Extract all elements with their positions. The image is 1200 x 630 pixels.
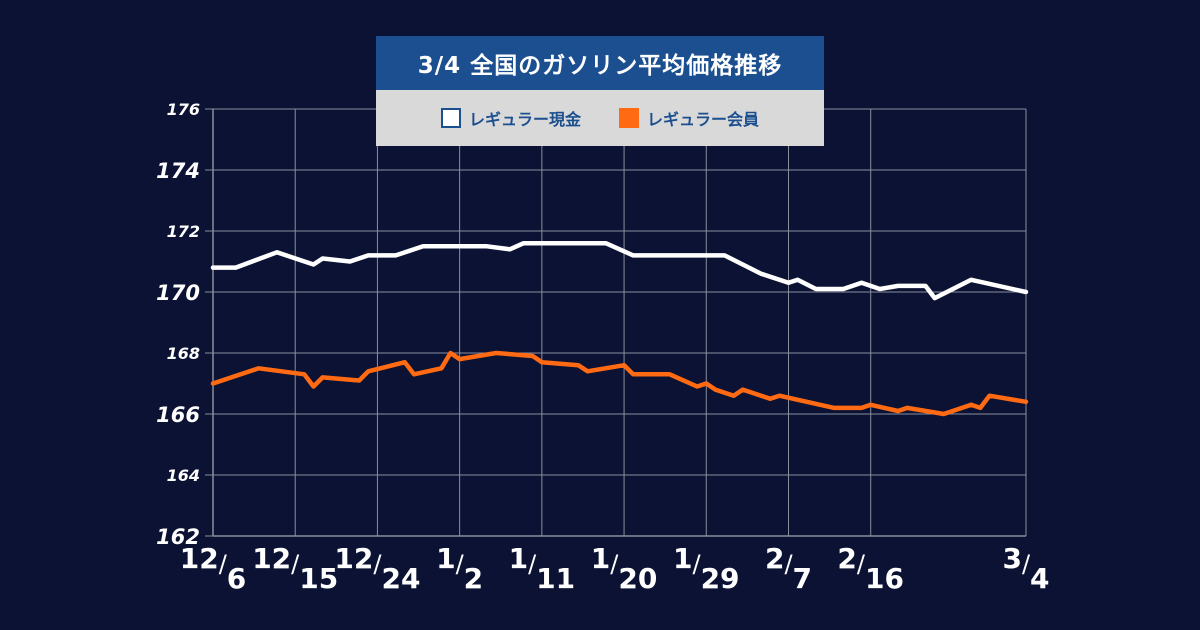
y-tick-label: 162 [156, 525, 200, 549]
y-tick-label: 170 [156, 281, 200, 305]
x-tick-month: 1 [509, 542, 528, 575]
x-tick-month: 1 [673, 542, 692, 575]
y-tick-label: 168 [167, 344, 200, 363]
x-tick-day: 29 [701, 562, 740, 595]
y-tick-label: 166 [156, 403, 200, 427]
x-tick-separator: / [857, 550, 866, 578]
x-tick-separator: / [528, 550, 537, 578]
x-tick-separator: / [784, 550, 793, 578]
series-lines [210, 240, 1029, 417]
x-tick-month: 2 [765, 542, 784, 575]
x-tick-separator: / [692, 550, 701, 578]
x-tick-month: 1 [436, 542, 455, 575]
x-tick-month: 12 [252, 542, 291, 575]
x-tick-label: 12/15 [252, 542, 338, 595]
series-line-cash [210, 240, 1029, 301]
x-tick-day: 2 [464, 562, 483, 595]
x-tick-month: 2 [837, 542, 856, 575]
x-tick-label: 1/2 [436, 542, 483, 595]
x-tick-day: 6 [227, 562, 246, 595]
y-tick-labels: 176 174 172 170 168 166 164 162 [156, 100, 200, 549]
x-tick-month: 3 [1002, 542, 1021, 575]
x-tick-day: 4 [1030, 562, 1049, 595]
x-tick-label: 2/7 [765, 542, 812, 595]
x-tick-separator: / [610, 550, 619, 578]
x-tick-separator: / [456, 550, 465, 578]
x-tick-day: 7 [793, 562, 812, 595]
x-tick-day: 20 [618, 562, 657, 595]
x-tick-month: 1 [591, 542, 610, 575]
x-tick-label: 1/29 [673, 542, 740, 595]
legend-item-cash: レギュラー現金 [440, 106, 581, 130]
legend-label-cash: レギュラー現金 [468, 110, 581, 129]
x-tick-label: 12/24 [334, 542, 420, 595]
legend-swatch-member [619, 108, 639, 128]
x-tick-label: 2/16 [837, 542, 904, 595]
grid [205, 108, 1027, 537]
x-tick-month: 12 [334, 542, 373, 575]
x-tick-label: 1/20 [591, 542, 658, 595]
x-tick-separator: / [219, 550, 228, 578]
x-tick-separator: / [291, 550, 300, 578]
x-tick-label: 12/6 [180, 542, 247, 595]
x-tick-separator: / [1022, 550, 1031, 578]
y-tick-label: 164 [167, 466, 200, 485]
x-tick-day: 16 [865, 562, 904, 595]
x-tick-day: 11 [536, 562, 575, 595]
y-tick-label: 172 [167, 222, 200, 241]
y-tick-label: 174 [156, 159, 200, 183]
legend-label-member: レギュラー会員 [647, 110, 760, 129]
chart-title: 3/4 全国のガソリン平均価格推移 [376, 36, 824, 90]
x-tick-label: 3/4 [1002, 542, 1049, 595]
legend: レギュラー現金 レギュラー会員 [376, 90, 824, 146]
x-tick-label: 1/11 [509, 542, 576, 595]
x-tick-day: 15 [299, 562, 338, 595]
legend-item-member: レギュラー会員 [619, 106, 759, 130]
y-tick-label: 176 [167, 100, 200, 119]
legend-swatch-cash [440, 108, 461, 128]
x-tick-month: 12 [180, 542, 219, 575]
series-line-member [210, 350, 1029, 417]
x-tick-separator: / [373, 550, 382, 578]
x-tick-day: 24 [381, 562, 420, 595]
